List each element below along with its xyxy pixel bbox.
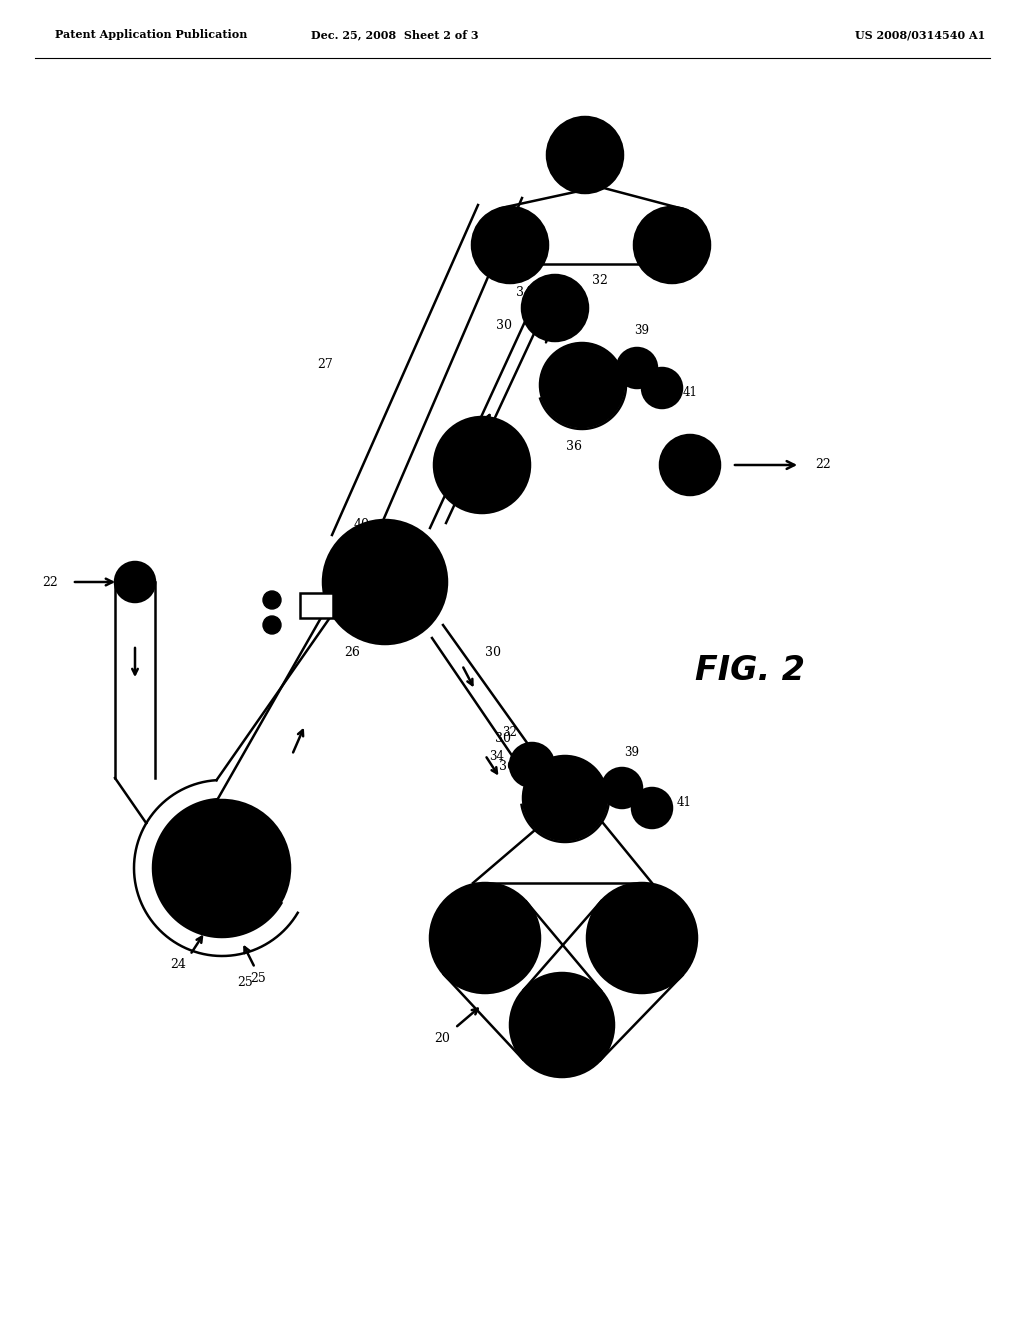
Circle shape <box>523 756 607 840</box>
Text: 32: 32 <box>503 726 517 739</box>
Text: 22: 22 <box>42 576 58 589</box>
Bar <box>300 593 333 618</box>
Text: 39: 39 <box>625 747 640 759</box>
Text: 30: 30 <box>495 731 511 744</box>
Text: 41: 41 <box>683 387 697 400</box>
Circle shape <box>115 562 155 602</box>
Text: 42: 42 <box>334 586 350 599</box>
Text: 40: 40 <box>354 519 370 532</box>
Text: 20: 20 <box>434 1031 450 1044</box>
Text: Dec. 25, 2008  Sheet 2 of 3: Dec. 25, 2008 Sheet 2 of 3 <box>311 29 479 41</box>
Circle shape <box>587 883 697 993</box>
Text: 34: 34 <box>516 285 532 298</box>
Circle shape <box>602 768 642 808</box>
Circle shape <box>642 368 682 408</box>
Circle shape <box>472 207 548 282</box>
Circle shape <box>510 973 614 1077</box>
Text: 22: 22 <box>815 458 830 471</box>
Text: 24: 24 <box>170 958 186 972</box>
Text: 34: 34 <box>489 751 505 763</box>
Circle shape <box>263 591 281 609</box>
Text: 30: 30 <box>485 645 501 659</box>
Text: 30: 30 <box>496 318 512 331</box>
Text: 29: 29 <box>466 470 482 483</box>
Circle shape <box>617 348 657 388</box>
Text: US 2008/0314540 A1: US 2008/0314540 A1 <box>855 29 985 41</box>
Circle shape <box>510 743 554 787</box>
Text: 25: 25 <box>212 870 228 883</box>
Circle shape <box>430 883 540 993</box>
Circle shape <box>323 520 447 644</box>
Circle shape <box>154 800 290 936</box>
Text: 26: 26 <box>344 645 360 659</box>
Text: 32: 32 <box>592 273 608 286</box>
Circle shape <box>434 417 530 513</box>
Circle shape <box>634 207 710 282</box>
Text: 36: 36 <box>566 441 582 454</box>
Circle shape <box>522 275 588 341</box>
Text: 39: 39 <box>635 323 649 337</box>
Text: 25: 25 <box>250 972 266 985</box>
Circle shape <box>660 436 720 495</box>
Text: Patent Application Publication: Patent Application Publication <box>55 29 248 41</box>
Text: 27: 27 <box>317 359 333 371</box>
Circle shape <box>263 616 281 634</box>
Circle shape <box>632 788 672 828</box>
Text: 41: 41 <box>677 796 691 809</box>
Circle shape <box>540 343 624 426</box>
Text: FIG. 2: FIG. 2 <box>695 653 805 686</box>
Text: 28: 28 <box>382 564 398 577</box>
Circle shape <box>547 117 623 193</box>
Text: 36: 36 <box>499 759 515 772</box>
Text: 25: 25 <box>238 975 253 989</box>
